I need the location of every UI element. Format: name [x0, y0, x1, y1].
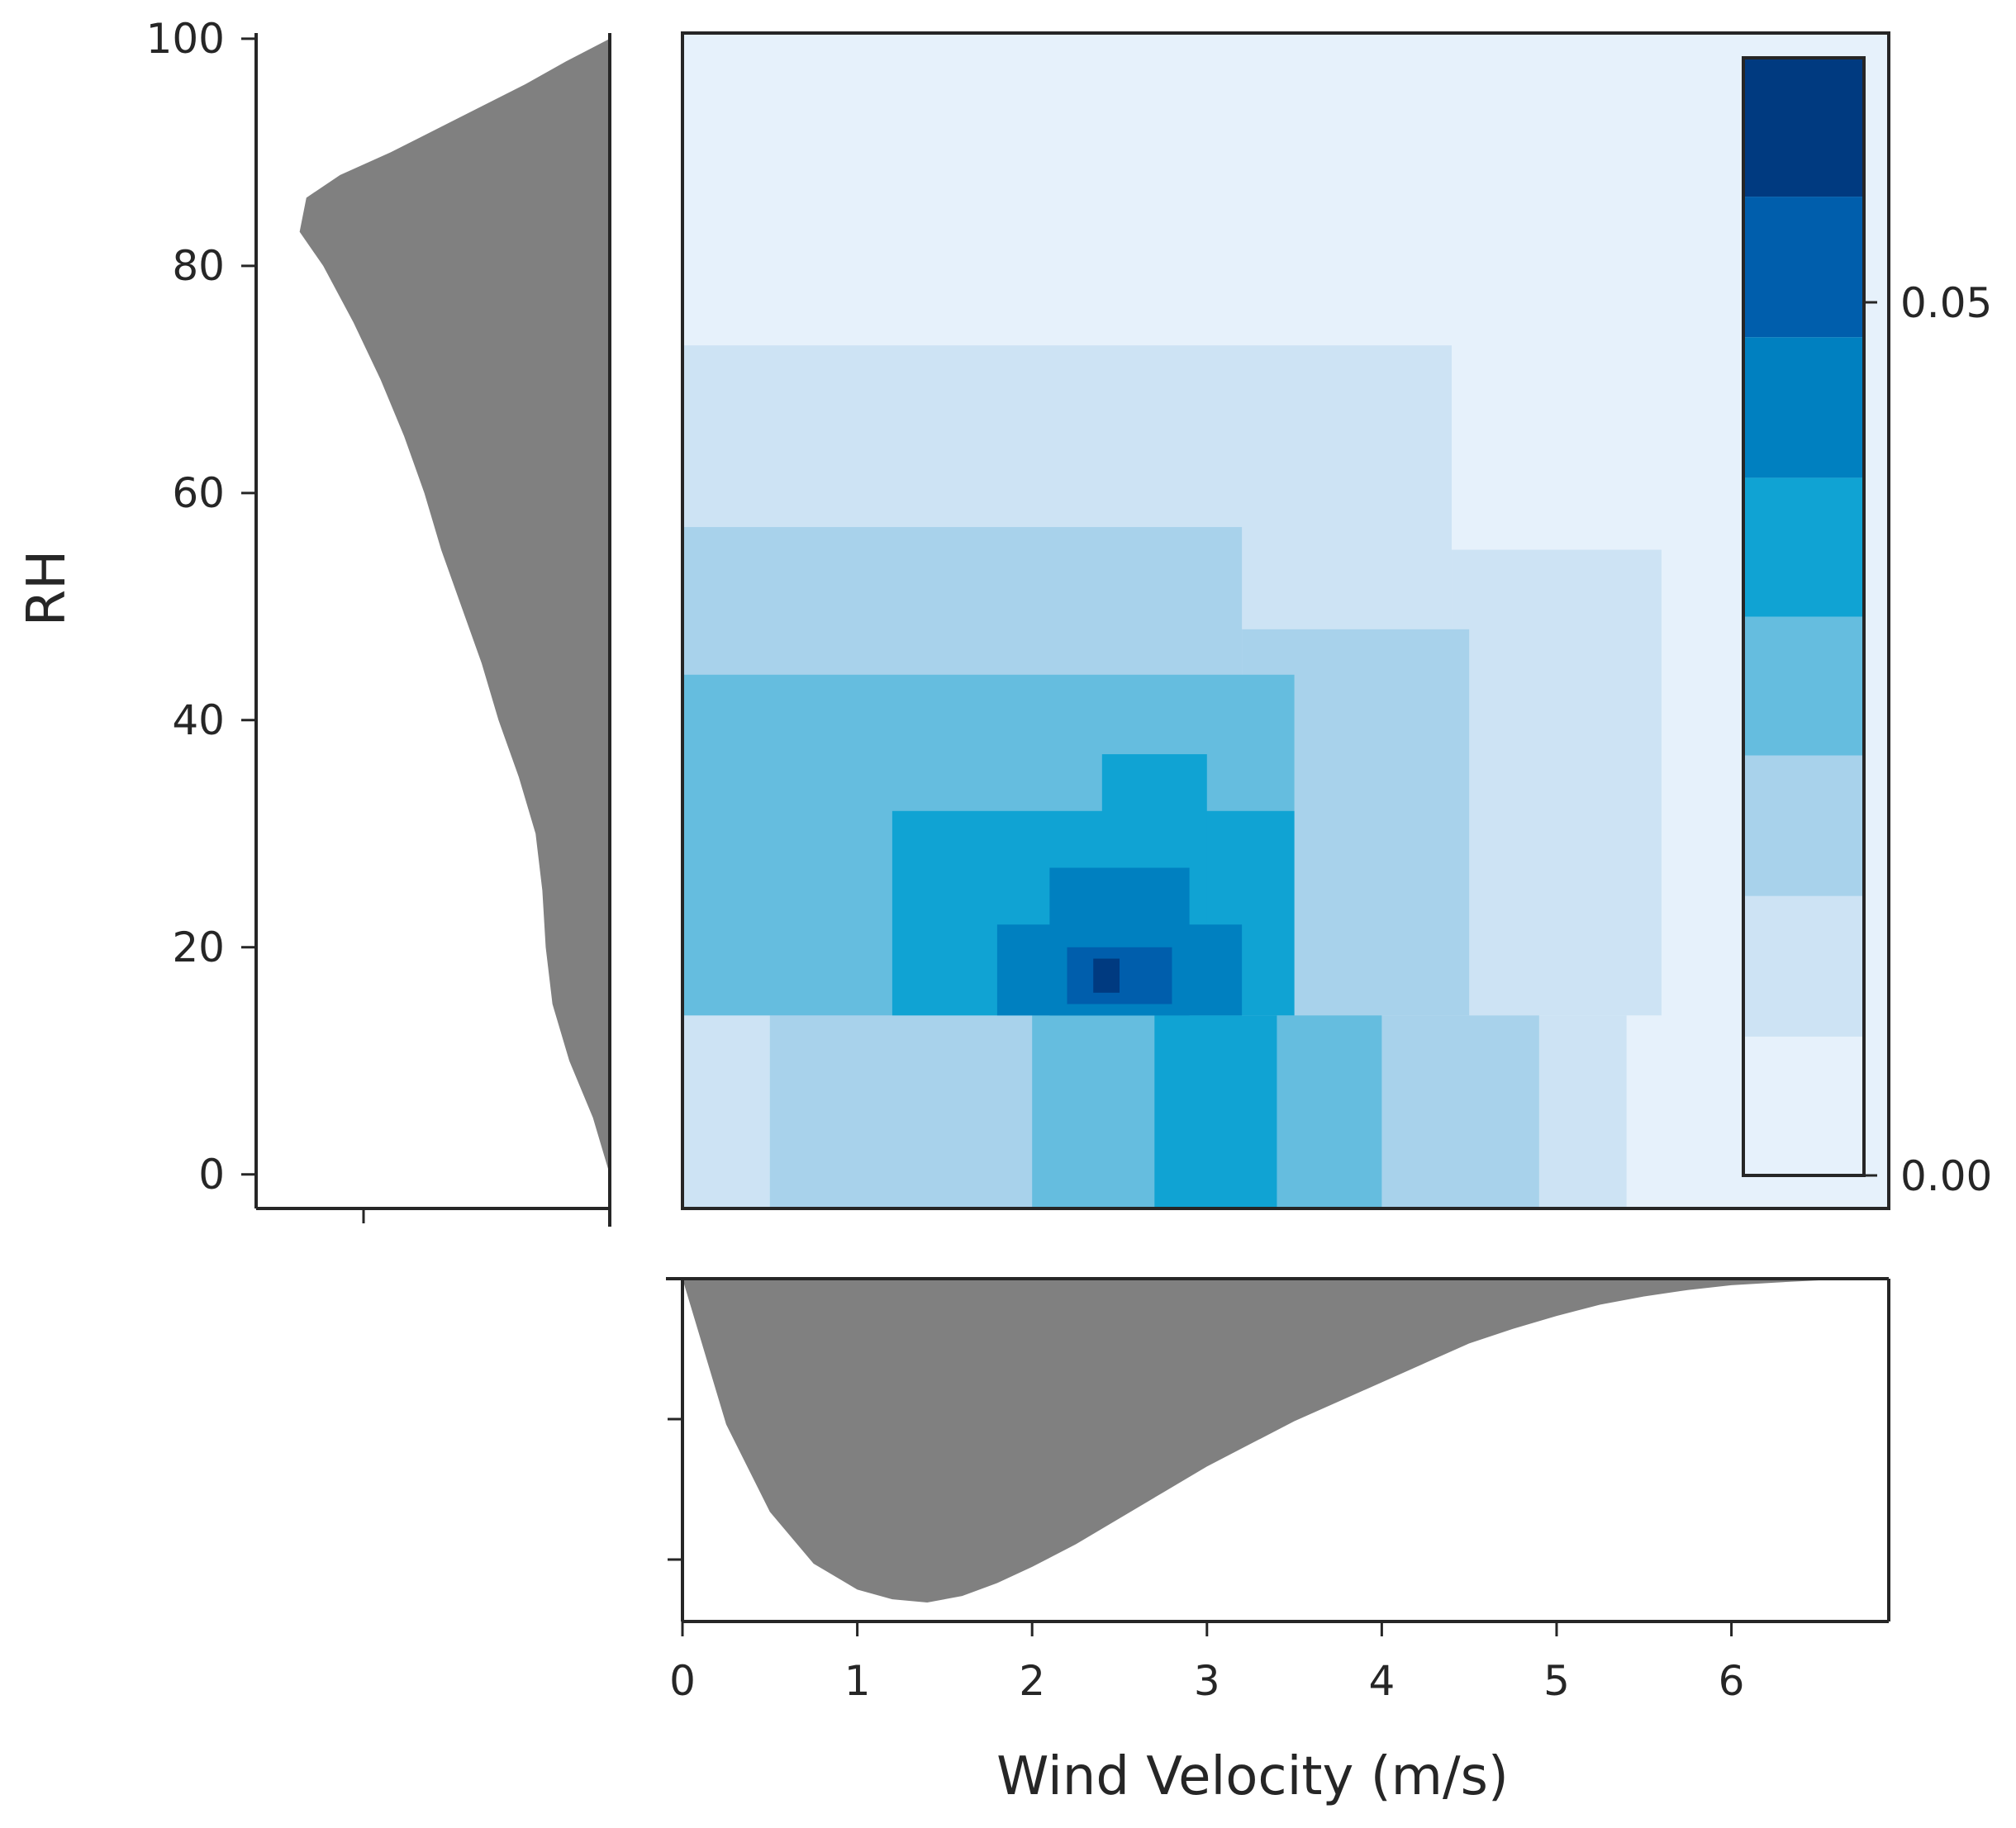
y-tick-label-5: 100	[146, 15, 225, 63]
marginal-wind-panel: 0 1 2 3 4 5 6 Wind Velocity (m/s)	[666, 1277, 1890, 1807]
x-tick-label-1: 1	[844, 1657, 871, 1705]
x-tick-label-0: 0	[669, 1657, 696, 1705]
colorbar	[1743, 58, 1864, 1175]
y-tick-label-2: 40	[172, 696, 225, 744]
wind-axis-ticks: 0 1 2 3 4 5 6	[669, 1621, 1744, 1705]
colorbar-frame	[1742, 56, 1866, 1177]
colorbar-band-4	[1743, 477, 1864, 617]
marginal-rh-panel: 0 20 40 60 80 100 RH	[17, 15, 611, 1227]
heatmap-frame	[681, 31, 1890, 1210]
x-tick-label-6: 6	[1719, 1657, 1745, 1705]
y-tick-label-1: 20	[172, 923, 225, 971]
rh-axis-ticks: 0 20 40 60 80 100	[146, 15, 256, 1199]
density-region-14	[1093, 958, 1120, 993]
y-axis-label: RH	[17, 550, 78, 627]
y-tick-label-0: 0	[198, 1151, 225, 1199]
x-tick-label-5: 5	[1543, 1657, 1570, 1705]
x-axis-label: Wind Velocity (m/s)	[996, 1746, 1509, 1807]
colorbar-band-5	[1743, 337, 1864, 478]
colorbar-band-2	[1743, 755, 1864, 896]
density-region-1	[1452, 549, 1662, 1016]
x-tick-label-2: 2	[1019, 1657, 1045, 1705]
y-tick-label-4: 80	[172, 242, 225, 290]
colorbar-band-1	[1743, 895, 1864, 1037]
colorbar-band-0	[1743, 1036, 1864, 1175]
density-layer	[682, 345, 1662, 1208]
marginal-rh-density	[299, 38, 610, 1175]
main-heatmap: 0.05 0.00	[681, 31, 1992, 1210]
colorbar-band-3	[1743, 616, 1864, 756]
colorbar-band-6	[1743, 197, 1864, 338]
colorbar-tick-label-low: 0.00	[1900, 1152, 1992, 1200]
x-tick-label-4: 4	[1368, 1657, 1395, 1705]
colorbar-tick-label-high: 0.05	[1900, 279, 1992, 327]
density-region-10	[1154, 1015, 1277, 1208]
colorbar-band-7	[1743, 58, 1864, 197]
x-tick-label-3: 3	[1194, 1657, 1220, 1705]
marginal-wind-density	[682, 1279, 1889, 1602]
y-tick-label-3: 60	[172, 469, 225, 517]
